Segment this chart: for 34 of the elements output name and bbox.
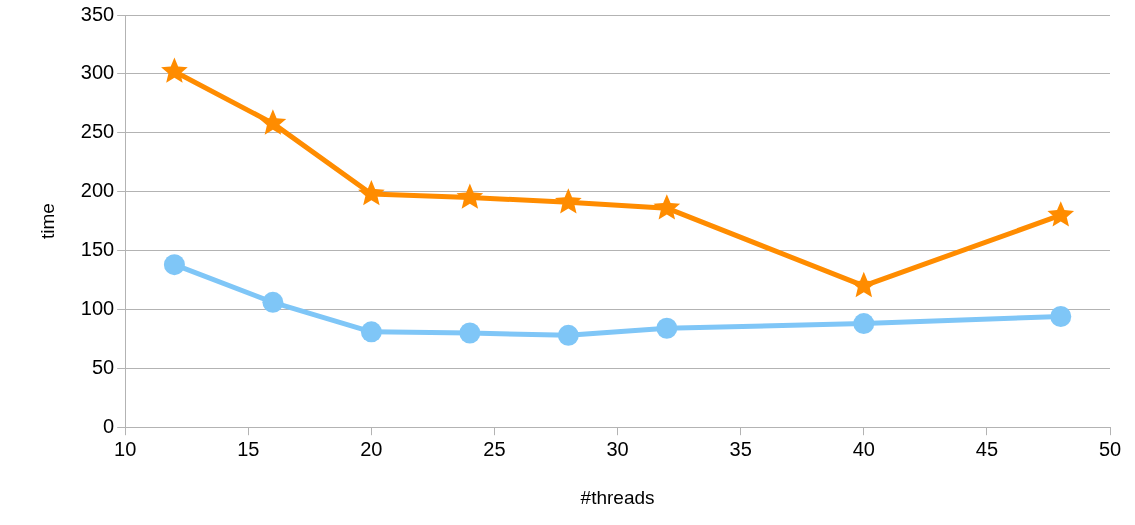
point: [1050, 306, 1072, 327]
point: [653, 194, 681, 220]
x-tick-label: 50: [1098, 437, 1122, 460]
point: [360, 321, 382, 343]
x-axis-title: #threads: [580, 486, 655, 508]
point: [262, 291, 284, 313]
x-tick-label: 40: [852, 437, 875, 460]
point: [853, 313, 875, 335]
point: [456, 183, 484, 209]
y-tick-label: 200: [80, 179, 115, 202]
point: [557, 324, 579, 346]
x-tick-label: 10: [114, 437, 137, 460]
y-tick-label: 300: [80, 61, 115, 84]
point: [555, 188, 582, 214]
point: [459, 322, 481, 344]
point: [161, 57, 188, 83]
x-tick-label: 35: [729, 437, 752, 460]
y-tick-label: 150: [80, 238, 115, 261]
x-tick-label: 20: [360, 437, 383, 460]
y-tick-label: 0: [103, 414, 115, 437]
point: [259, 109, 287, 135]
y-tick-label: 100: [80, 296, 115, 319]
y-tick-label: 350: [80, 2, 115, 25]
x-tick-label: 45: [975, 437, 999, 460]
point: [656, 317, 678, 339]
y-axis-title: time: [36, 203, 58, 240]
point: [358, 180, 385, 206]
x-tick-label: 15: [237, 437, 260, 460]
point: [163, 254, 185, 276]
point: [1047, 201, 1075, 227]
y-tick-label: 250: [80, 120, 115, 143]
x-tick-label: 25: [483, 437, 506, 460]
x-tick-label: 30: [606, 437, 629, 460]
y-tick-label: 50: [91, 355, 115, 378]
